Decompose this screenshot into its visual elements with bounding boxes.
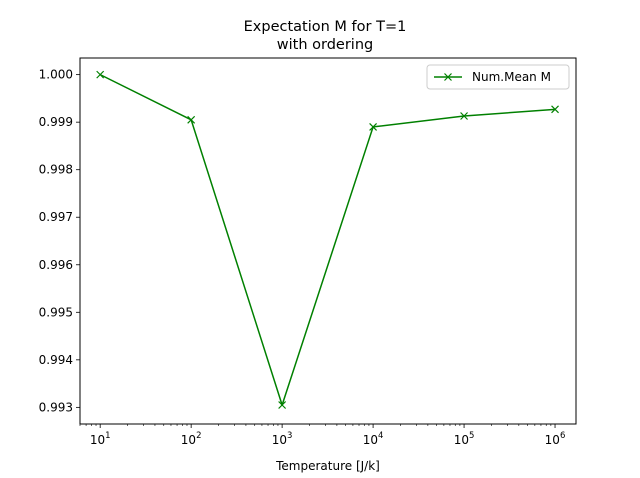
- x-tick-exponent: 4: [378, 431, 383, 441]
- legend-box: [426, 64, 570, 90]
- x-tick-label: 101: [90, 431, 111, 447]
- x-axis-label: Temperature [J/k]: [275, 459, 380, 473]
- x-tick-base: 10: [272, 433, 287, 447]
- y-tick-label: 0.999: [39, 115, 73, 129]
- x-tick-exponent: 3: [287, 431, 292, 441]
- marker-stroke: [96, 70, 105, 79]
- x-tick-label: 104: [363, 431, 384, 447]
- data-point-marker: [278, 401, 287, 409]
- x-tick-exponent: 1: [105, 431, 110, 441]
- y-tick-label: 1.000: [39, 68, 73, 82]
- data-point-marker: [187, 115, 196, 124]
- y-tick-label: 0.994: [39, 353, 73, 367]
- x-tick-exponent: 5: [469, 431, 474, 441]
- marker-stroke: [187, 115, 196, 124]
- x-tick-label: 105: [454, 431, 475, 447]
- y-axis: 1.000 0.999 0.998 0.997 0.996 0.995 0.994 0.993: [39, 68, 80, 414]
- data-point-marker: [460, 112, 468, 120]
- data-point-marker: [96, 70, 105, 79]
- marker-stroke: [551, 105, 559, 114]
- x-tick-base: 10: [181, 433, 196, 447]
- x-tick-label: 103: [272, 431, 293, 447]
- marker-stroke: [278, 401, 287, 409]
- y-tick-label: 0.996: [39, 258, 73, 272]
- x-tick-base: 10: [363, 433, 378, 447]
- x-tick-label: 102: [181, 431, 202, 447]
- x-tick-label: 106: [545, 431, 566, 447]
- y-tick-label: 0.998: [39, 163, 73, 177]
- marker-stroke: [369, 122, 378, 131]
- series-layer: [96, 70, 559, 409]
- x-tick-exponent: 2: [196, 431, 201, 441]
- x-tick-base: 10: [90, 433, 105, 447]
- plot-area: [79, 57, 577, 425]
- x-tick-base: 10: [454, 433, 469, 447]
- data-point-marker: [369, 122, 378, 131]
- legend: Num.Mean M: [426, 64, 570, 90]
- marker-stroke: [444, 73, 452, 81]
- x-tick-exponent: 6: [560, 431, 565, 441]
- x-tick-base: 10: [545, 433, 560, 447]
- chart-subtitle: with ordering: [277, 37, 373, 53]
- series-line: [99, 73, 556, 406]
- marker-stroke: [460, 112, 468, 120]
- data-point-marker: [551, 105, 559, 114]
- y-tick-label: 0.997: [39, 210, 73, 224]
- x-axis: 101 102 103 104 105 106: [79, 424, 566, 447]
- chart-title: Expectation M for T=1: [244, 19, 407, 35]
- y-tick-label: 0.993: [39, 400, 73, 414]
- legend-marker-icon: [444, 73, 452, 81]
- y-tick-label: 0.995: [39, 305, 73, 319]
- legend-entry-label: Num.Mean M: [472, 70, 551, 84]
